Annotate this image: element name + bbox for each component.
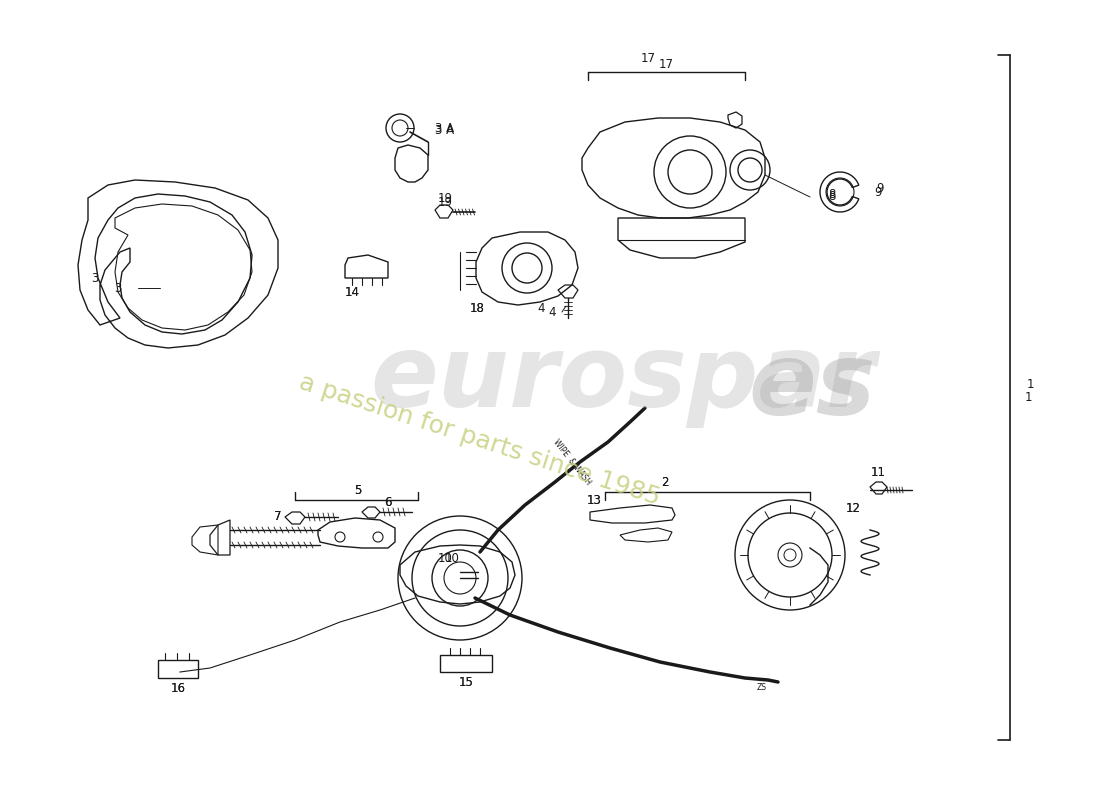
Text: eurospar: eurospar [370,331,876,429]
Text: ZS: ZS [757,683,767,692]
Text: 9: 9 [877,182,883,194]
Text: 13: 13 [586,494,602,506]
Text: 2: 2 [661,475,669,489]
Text: 16: 16 [170,682,186,694]
Text: 18: 18 [470,302,484,314]
Text: 15: 15 [459,675,473,689]
Text: 9: 9 [874,186,882,198]
Text: 2: 2 [661,475,669,489]
Text: 16: 16 [170,682,186,694]
Text: 8: 8 [828,187,836,201]
Text: 14: 14 [344,286,360,298]
Text: 3 A: 3 A [436,122,454,134]
Text: 8: 8 [828,190,836,203]
Text: 17: 17 [640,51,656,65]
Text: 19: 19 [438,191,452,205]
Text: 6: 6 [384,495,392,509]
Text: es: es [748,339,876,437]
Text: 10: 10 [444,551,460,565]
Text: WIPE  & WASH: WIPE & WASH [551,438,593,486]
Text: 19: 19 [438,195,452,209]
Text: 3 A: 3 A [436,123,454,137]
Text: 11: 11 [870,466,886,478]
Text: a passion for parts since 1985: a passion for parts since 1985 [296,370,663,510]
Text: 4: 4 [537,302,544,315]
Text: 5: 5 [354,483,362,497]
Text: 1: 1 [1024,391,1032,404]
Text: 12: 12 [846,502,860,514]
Text: 1: 1 [1026,378,1034,391]
Text: 11: 11 [870,466,886,478]
Text: 14: 14 [344,286,360,298]
Text: 7: 7 [274,510,282,523]
Text: 3: 3 [91,271,99,285]
Text: 15: 15 [459,675,473,689]
Text: 4: 4 [548,306,556,318]
Text: 13: 13 [586,494,602,506]
Text: 12: 12 [846,502,860,514]
Text: 18: 18 [470,302,484,314]
Text: 6: 6 [384,495,392,509]
Text: 10: 10 [438,551,452,565]
Text: 7: 7 [274,510,282,523]
Text: 17: 17 [659,58,673,71]
Text: 3: 3 [114,282,122,294]
Text: 5: 5 [354,483,362,497]
